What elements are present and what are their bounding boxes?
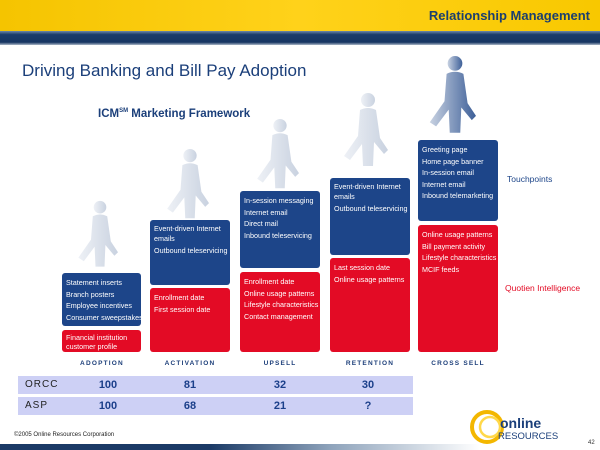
intelligence-box: Last session date Online usage patterns <box>330 258 410 352</box>
person-figure <box>78 200 118 267</box>
intelligence-item: Online usage patterns <box>244 288 315 298</box>
intelligence-item: Last session date <box>334 263 390 272</box>
intelligence-item: Bill payment activity <box>422 241 486 251</box>
person-figure <box>344 93 388 166</box>
framework-rest: Marketing Framework <box>128 108 251 120</box>
person-figure <box>429 56 476 133</box>
row-value: 81 <box>183 379 197 391</box>
touchpoint-item: In-session email <box>422 168 474 177</box>
touchpoint-item: Branch posters <box>66 289 115 299</box>
row-value: 100 <box>98 379 118 391</box>
touchpoints-box: Greeting page Home page banner In-session … <box>418 140 498 221</box>
intelligence-item: Contact management <box>244 311 313 321</box>
touchpoint-item: Inbound telemarketing <box>422 191 494 200</box>
online-resources-logo: online RESOURCES <box>470 410 558 444</box>
touchpoint-item: Direct mail <box>244 219 278 228</box>
intelligence-box: Enrollment date First session date <box>150 288 230 352</box>
intelligence-item: Financial institution <box>66 333 128 342</box>
intelligence-item: Online usage patterns <box>422 230 493 239</box>
framework-name: ICM <box>98 108 120 120</box>
intelligence-item: Lifestyle characteristics <box>422 253 497 262</box>
walking-figures <box>78 56 476 267</box>
touchpoints-box: Event-driven Internet emails Outbound tele… <box>150 220 230 285</box>
svg-text:online: online <box>500 415 541 431</box>
row-value: 21 <box>273 400 287 412</box>
intelligence-item: Online usage patterns <box>334 274 405 284</box>
row-name: ORCC <box>25 379 59 390</box>
intelligence-box: Online usage patterns Bill payment activi… <box>418 225 498 352</box>
intelligence-item: Enrollment date <box>244 277 295 286</box>
section-title: Relationship Management <box>428 8 590 23</box>
header-bar: Relationship Management <box>0 0 600 31</box>
intelligence-item: First session date <box>154 304 211 314</box>
person-figure <box>167 148 209 219</box>
intelligence-box: Enrollment date Online usage patterns Life… <box>240 272 320 352</box>
page-number: 42 <box>588 440 595 446</box>
intelligence-item: customer profile <box>66 342 118 351</box>
copyright: ©2005 Online Resources Corporation <box>14 432 115 438</box>
row-value: 68 <box>183 400 197 412</box>
stage-label: RETENTION <box>345 360 395 367</box>
touchpoint-item: Internet email <box>422 179 466 189</box>
slide-title: Driving Banking and Bill Pay Adoption <box>22 61 307 80</box>
touchpoints-box: Event-driven Internet emails Outbound tele… <box>330 178 410 255</box>
framework-title: ICMSM Marketing Framework <box>98 108 250 120</box>
touchpoint-item: Outbound teleservicing <box>154 245 228 255</box>
svg-text:RESOURCES: RESOURCES <box>498 431 558 442</box>
framework-sup: SM <box>119 108 129 115</box>
touchpoint-item: Outbound teleservicing <box>334 203 408 213</box>
intelligence-item: Enrollment date <box>154 293 205 302</box>
table-row: ASP 100 68 21? <box>18 397 413 415</box>
person-figure <box>257 118 299 189</box>
touchpoint-item: Inbound teleservicing <box>244 230 312 240</box>
row-value: ? <box>364 400 372 412</box>
touchpoint-item: Home page banner <box>422 156 484 166</box>
touchpoints-box: Statement inserts Branch posters Employee … <box>62 273 143 326</box>
stage-label: CROSS SELL <box>431 360 485 367</box>
header-band <box>0 31 600 45</box>
row-value: 100 <box>98 400 118 412</box>
stage-label: ACTIVATION <box>164 360 216 367</box>
touchpoint-item: emails <box>334 192 355 201</box>
row-value: 32 <box>273 379 287 391</box>
footer-bar <box>0 444 600 450</box>
touchpoint-item: Internet email <box>244 207 288 217</box>
intelligence-legend: Quotien Intelligence <box>505 283 581 293</box>
touchpoints-box: In-session messaging Internet email Direct… <box>240 191 320 268</box>
stage-label: UPSELL <box>263 360 297 367</box>
touchpoint-item: Greeting page <box>422 145 468 154</box>
row-value: 30 <box>361 379 375 391</box>
intelligence-item: MCIF feeds <box>422 264 460 274</box>
stage-label: ADOPTION <box>80 360 124 367</box>
touchpoint-item: Event-driven Internet <box>334 182 401 191</box>
touchpoint-item: emails <box>154 234 175 243</box>
intelligence-item: Lifestyle characteristics <box>244 300 319 309</box>
touchpoint-item: Event-driven Internet <box>154 224 221 233</box>
touchpoint-item: Consumer sweepstakes <box>66 312 143 322</box>
intelligence-box: Financial institution customer profile <box>62 330 141 352</box>
touchpoint-item: Employee incentives <box>66 301 132 310</box>
touchpoints-legend: Touchpoints <box>507 174 553 184</box>
table-row: ORCC 100 81 32 30 <box>18 376 413 394</box>
row-name: ASP <box>25 400 49 411</box>
touchpoint-item: In-session messaging <box>244 196 314 205</box>
touchpoint-item: Statement inserts <box>66 278 122 287</box>
